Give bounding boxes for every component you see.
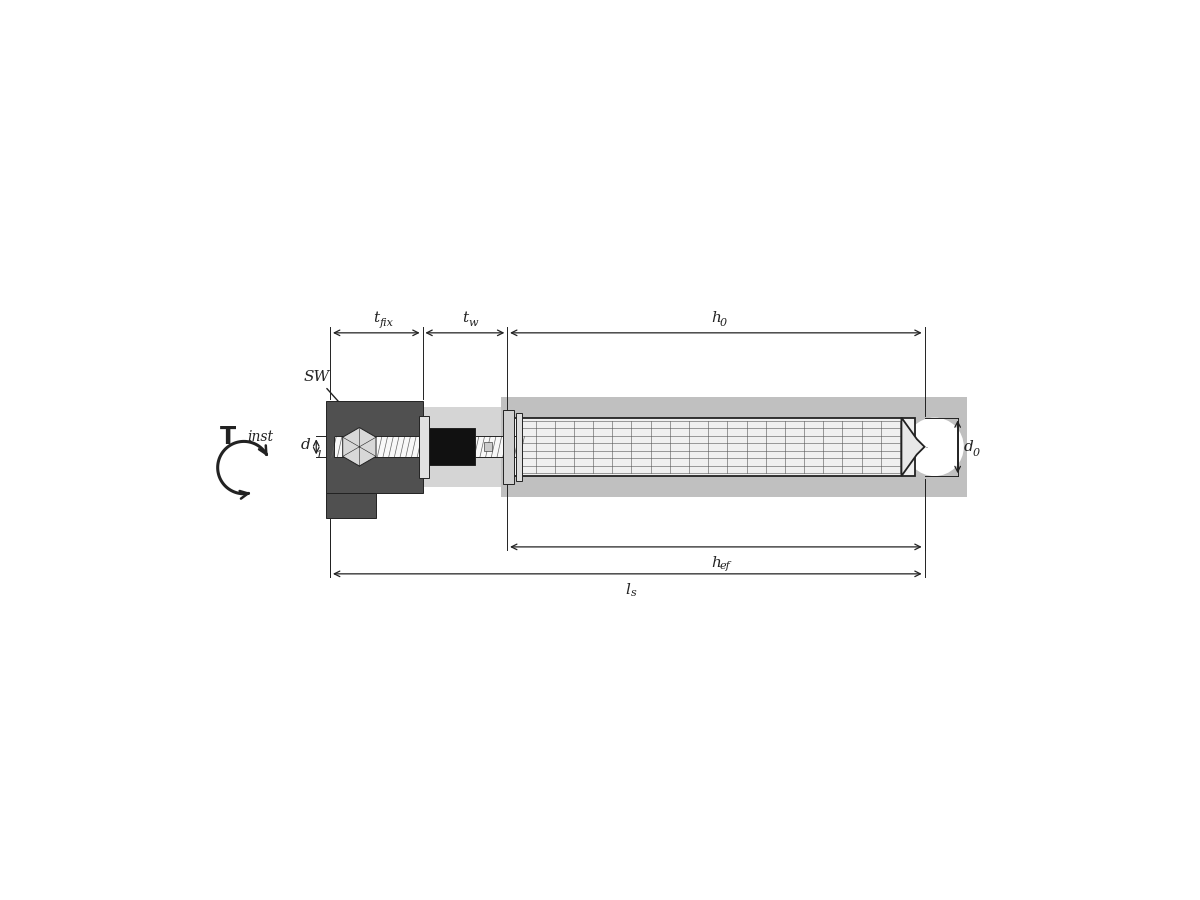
Bar xyxy=(422,428,475,465)
Circle shape xyxy=(905,418,964,476)
Bar xyxy=(516,413,522,481)
Text: t: t xyxy=(373,311,379,325)
Text: SW: SW xyxy=(304,370,366,432)
Text: 0: 0 xyxy=(973,448,980,458)
Text: h: h xyxy=(710,311,721,325)
Text: fix: fix xyxy=(379,319,394,328)
Text: inst: inst xyxy=(247,430,274,444)
Text: w: w xyxy=(468,319,478,328)
Text: h: h xyxy=(710,556,721,570)
Text: T: T xyxy=(220,425,235,449)
Bar xyxy=(508,418,916,476)
Bar xyxy=(419,407,542,487)
Bar xyxy=(503,410,514,484)
Bar xyxy=(484,442,492,452)
Polygon shape xyxy=(901,418,924,476)
Bar xyxy=(326,400,422,493)
Text: d: d xyxy=(300,438,310,453)
Polygon shape xyxy=(343,428,376,466)
Text: d: d xyxy=(964,440,973,454)
Bar xyxy=(334,436,516,457)
Text: 0: 0 xyxy=(720,319,727,328)
Text: ef: ef xyxy=(720,561,731,571)
Bar xyxy=(420,416,430,478)
Bar xyxy=(334,436,516,457)
Bar xyxy=(502,397,967,497)
Text: 1: 1 xyxy=(316,449,323,460)
Bar xyxy=(326,493,377,518)
Text: s: s xyxy=(630,588,636,598)
Text: l: l xyxy=(625,583,630,597)
Text: t: t xyxy=(462,311,468,325)
